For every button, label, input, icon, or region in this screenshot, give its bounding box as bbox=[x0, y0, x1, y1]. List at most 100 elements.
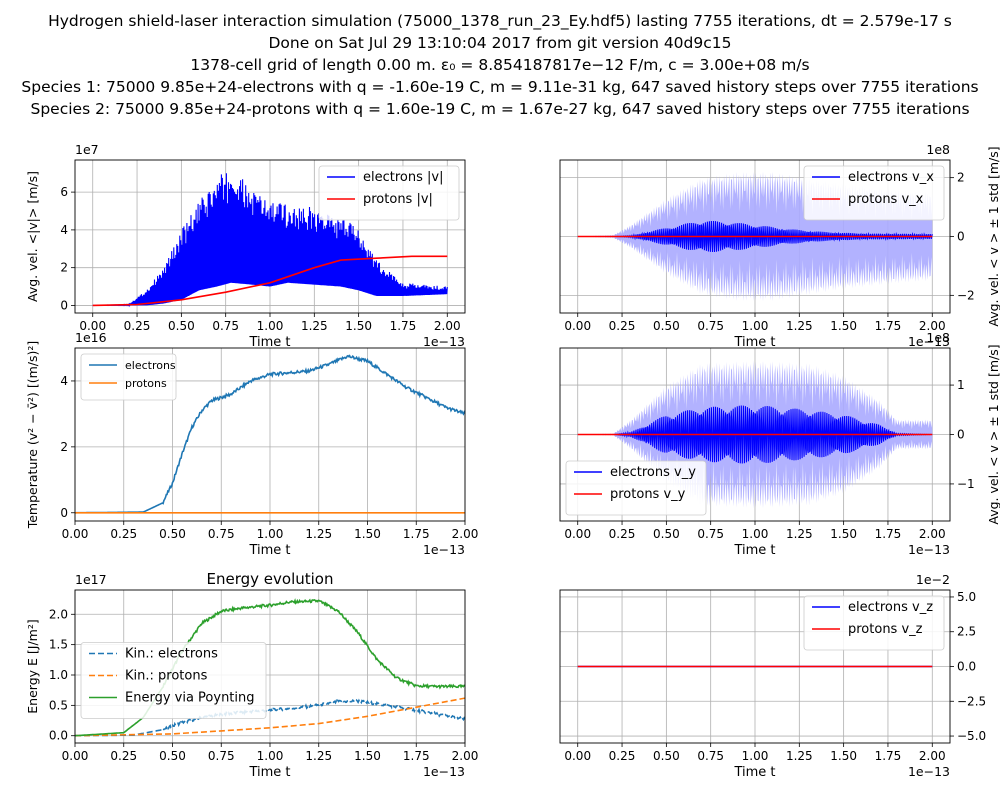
y-tick-label: −2.5 bbox=[957, 694, 986, 708]
x-axis-label: Time t bbox=[248, 335, 290, 350]
axes-frame bbox=[74, 589, 466, 744]
y-tick-label: 4 bbox=[60, 374, 68, 388]
y-offset-text: 1e8 bbox=[926, 142, 950, 157]
legend-label: protons bbox=[125, 377, 167, 390]
y-tick-label: 5.0 bbox=[957, 590, 976, 604]
header-line-5: Species 2: 75000 9.85e+24-protons with q… bbox=[30, 100, 970, 118]
y-tick-label: 0 bbox=[60, 298, 68, 312]
x-tick-label: 0.25 bbox=[110, 527, 137, 541]
legend-label: Kin.: protons bbox=[125, 669, 208, 684]
x-tick-label: 0.25 bbox=[110, 749, 137, 763]
x-tick-label: 0.00 bbox=[564, 527, 591, 541]
x-tick-label: 1.75 bbox=[390, 319, 417, 333]
x-tick-label: 0.25 bbox=[609, 749, 636, 763]
chart-vz: 0.00 0.25 0.50 0.75 1.00 1.25 1.50 1.75 2.00 −5.0… bbox=[559, 572, 986, 780]
legend-temperature: electrons protons bbox=[80, 353, 177, 401]
y-tick-label: 1.5 bbox=[49, 638, 68, 652]
chart-speed: 0.00 0.25 0.50 0.75 1.00 1.25 1.50 1.75 2.00 0 2 4 6… bbox=[25, 142, 466, 350]
y-offset-text: 1e7 bbox=[75, 142, 99, 157]
x-tick-label: 1.75 bbox=[403, 749, 430, 763]
x-tick-label: 1.25 bbox=[786, 319, 813, 333]
x-tick-label: 0.75 bbox=[697, 319, 724, 333]
x-ticks-vz: 0.00 0.25 0.50 0.75 1.00 1.25 1.50 1.75 2.00 bbox=[564, 590, 946, 763]
x-tick-label: 0.50 bbox=[168, 319, 195, 333]
x-tick-label: 0.00 bbox=[564, 749, 591, 763]
x-tick-label: 0.50 bbox=[159, 527, 186, 541]
x-tick-label: 1.25 bbox=[301, 319, 328, 333]
y-offset-text: 1e8 bbox=[926, 330, 950, 345]
x-tick-label: 1.00 bbox=[257, 319, 284, 333]
legend-label: protons |v| bbox=[363, 192, 433, 207]
chart-vy: 0.00 0.25 0.50 0.75 1.00 1.25 1.50 1.75 2.00 −1 0 1… bbox=[559, 330, 1000, 558]
y-tick-label: 0.5 bbox=[49, 698, 68, 712]
y-tick-label: −1 bbox=[957, 477, 975, 491]
chart-vx: 0.00 0.25 0.50 0.75 1.00 1.25 1.50 1.75 2.00 −2 0 2… bbox=[559, 142, 1000, 350]
y-tick-label: 2 bbox=[60, 440, 68, 454]
x-offset-text: 1e−13 bbox=[908, 764, 950, 779]
x-tick-label: 0.75 bbox=[212, 319, 239, 333]
x-axis-label: Time t bbox=[733, 543, 775, 558]
x-tick-label: 2.00 bbox=[452, 527, 479, 541]
chart-temperature: 0.00 0.25 0.50 0.75 1.00 1.25 1.50 1.75 2.00 0 2 4 T… bbox=[25, 330, 478, 558]
y-tick-label: 0 bbox=[957, 230, 965, 244]
y-axis-label: Avg. vel. < v > ± 1 std [m/s] bbox=[986, 344, 1000, 524]
x-tick-label: 1.00 bbox=[742, 527, 769, 541]
x-tick-label: 0.50 bbox=[653, 749, 680, 763]
x-offset-text: 1e−13 bbox=[423, 764, 465, 779]
axes-frame bbox=[559, 589, 951, 744]
figure-header: Hydrogen shield-laser interaction simula… bbox=[0, 10, 1000, 126]
y-tick-label: 1 bbox=[957, 378, 965, 392]
header-line-4: Species 1: 75000 9.85e+24-electrons with… bbox=[21, 78, 979, 96]
x-tick-label: 0.25 bbox=[124, 319, 151, 333]
series-line-electrons-v-y bbox=[577, 405, 933, 464]
y-offset-text: 1e−2 bbox=[916, 572, 950, 587]
series-line-protons-v- bbox=[92, 255, 448, 307]
x-tick-label: 1.00 bbox=[742, 319, 769, 333]
legend-label: electrons |v| bbox=[363, 170, 443, 185]
plot-area-speed bbox=[92, 173, 448, 308]
legend-box bbox=[803, 595, 945, 651]
y-tick-label: 2 bbox=[60, 261, 68, 275]
legend-label: electrons v_z bbox=[848, 600, 933, 615]
legend-box bbox=[565, 460, 707, 516]
x-tick-label: 0.00 bbox=[79, 319, 106, 333]
x-tick-label: 1.75 bbox=[875, 749, 902, 763]
x-tick-label: 0.00 bbox=[62, 749, 89, 763]
x-tick-label: 2.00 bbox=[919, 749, 946, 763]
x-tick-label: 1.50 bbox=[354, 527, 381, 541]
x-tick-label: 1.50 bbox=[830, 319, 857, 333]
x-tick-label: 2.00 bbox=[452, 749, 479, 763]
series-line-electrons-v- bbox=[92, 173, 448, 308]
y-tick-label: −5.0 bbox=[957, 729, 986, 743]
x-axis-label: Time t bbox=[733, 765, 775, 780]
y-offset-text: 1e16 bbox=[75, 330, 107, 345]
x-tick-label: 0.00 bbox=[62, 527, 89, 541]
header-line-2: Done on Sat Jul 29 13:10:04 2017 from gi… bbox=[268, 34, 732, 52]
axes-frame bbox=[74, 347, 466, 522]
y-tick-label: 1.0 bbox=[49, 668, 68, 682]
legend-energy: Kin.: electrons Kin.: protons Energy via P… bbox=[80, 642, 267, 719]
x-tick-label: 1.00 bbox=[257, 527, 284, 541]
x-tick-label: 1.25 bbox=[305, 749, 332, 763]
y-axis-label: Avg. vel. < v > ± 1 std [m/s] bbox=[986, 146, 1000, 326]
x-tick-label: 1.50 bbox=[354, 749, 381, 763]
y-tick-label: 2.0 bbox=[49, 607, 68, 621]
legend-label: Energy via Poynting bbox=[125, 691, 255, 706]
x-tick-label: 0.25 bbox=[609, 527, 636, 541]
x-tick-label: 1.75 bbox=[875, 319, 902, 333]
header-line-3: 1378-cell grid of length 0.00 m. ε₀ = 8.… bbox=[190, 56, 810, 74]
axes-frame bbox=[559, 347, 951, 522]
x-tick-label: 1.75 bbox=[875, 527, 902, 541]
x-tick-label: 0.50 bbox=[653, 527, 680, 541]
x-tick-label: 0.25 bbox=[609, 319, 636, 333]
x-tick-label: 1.00 bbox=[742, 749, 769, 763]
axes-frame bbox=[559, 159, 951, 314]
x-tick-label: 1.75 bbox=[403, 527, 430, 541]
x-tick-label: 1.00 bbox=[257, 749, 284, 763]
series-line-energy-via-poynting bbox=[75, 598, 465, 737]
legend-label: protons v_y bbox=[610, 487, 686, 502]
chart-energy: 0.00 0.25 0.50 0.75 1.00 1.25 1.50 1.75 2.000.00… bbox=[25, 570, 478, 780]
x-axis-label: Time t bbox=[733, 335, 775, 350]
